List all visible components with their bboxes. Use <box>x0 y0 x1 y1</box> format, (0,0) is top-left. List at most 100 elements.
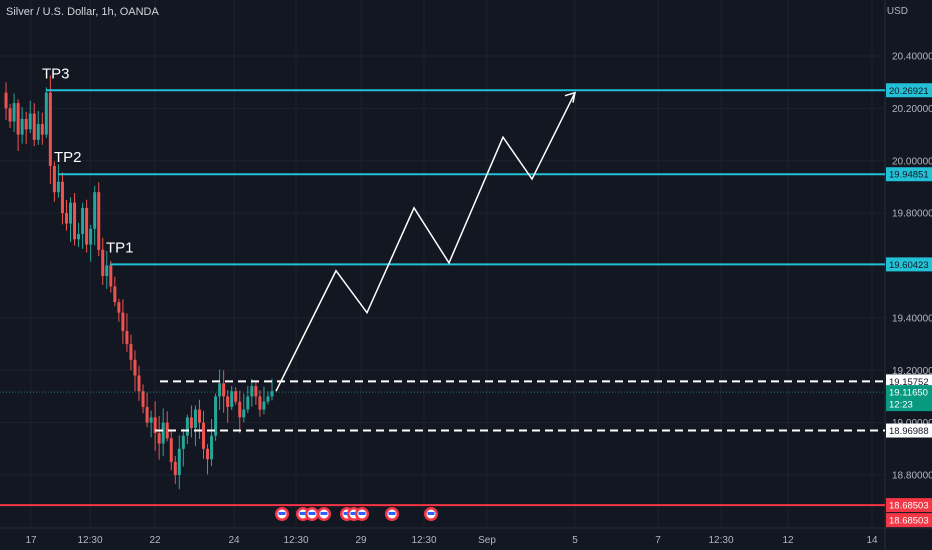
range-low-price-tag-bg <box>886 423 932 438</box>
tp3-price-tag: 20.26921 <box>889 86 929 97</box>
candle-body <box>181 435 185 449</box>
x-tick-label: 24 <box>228 535 240 546</box>
y-tick-label: 19.20000 <box>892 366 932 377</box>
candle-body <box>81 207 85 235</box>
candle-body <box>137 375 141 392</box>
candle-body <box>85 207 89 245</box>
y-tick-label: 20.20000 <box>892 104 932 115</box>
current-price-tag-bg <box>886 385 932 412</box>
currency-label: USD <box>886 6 908 17</box>
x-tick-label: 12 <box>782 535 794 546</box>
candle-body <box>246 396 250 410</box>
event-marker-icon[interactable] <box>317 507 331 521</box>
event-marker-icon[interactable] <box>424 507 438 521</box>
candle-body <box>69 202 73 224</box>
tp2-label: TP2 <box>54 149 82 166</box>
candle-body <box>250 385 254 397</box>
candle-body <box>60 181 64 214</box>
candle-body <box>73 202 77 240</box>
candle-body <box>40 124 44 135</box>
price-tags: 20.26921 19.94851 19.60423 19.1575219.11650… <box>886 83 932 528</box>
candle-body <box>206 448 210 460</box>
candle-body <box>121 312 125 331</box>
x-tick-label: 17 <box>25 535 37 546</box>
candle-body <box>64 213 68 224</box>
x-tick-label: 7 <box>655 535 661 546</box>
candle-body <box>20 118 24 135</box>
time-axis[interactable]: 17 12:30 22 24 12:30 29 12:30 Sep 5 7 12:30 12 14 <box>25 535 878 546</box>
tp2-price-tag: 19.94851 <box>889 170 929 181</box>
candle-body <box>125 330 129 345</box>
x-tick-label: 29 <box>355 535 367 546</box>
stop-price-tag-bg <box>886 498 932 513</box>
candle-body <box>149 417 153 423</box>
event-marker-icon[interactable] <box>385 507 399 521</box>
candle-body <box>218 383 222 397</box>
candle-body <box>189 417 193 428</box>
candle-body <box>77 234 81 240</box>
event-markers[interactable] <box>275 507 438 521</box>
candle-body <box>238 401 242 418</box>
candle-body <box>258 396 262 410</box>
tp3-price-tag-bg <box>886 83 932 98</box>
candle-body <box>173 461 177 475</box>
y-tick-label: 18.80000 <box>892 471 932 482</box>
tp1-label: TP1 <box>106 239 134 256</box>
candle-body <box>266 396 270 402</box>
candle-body <box>97 192 101 250</box>
candle-body <box>8 108 12 122</box>
x-tick-label: 5 <box>572 535 578 546</box>
candle-body <box>32 113 36 140</box>
candle-body <box>28 113 32 130</box>
candle-body <box>113 286 117 303</box>
candle-body <box>36 124 40 140</box>
candle-body <box>129 344 133 360</box>
candle-body <box>153 417 157 434</box>
candle-body <box>262 401 266 410</box>
x-tick-label: 12:30 <box>77 535 102 546</box>
candle-body <box>169 438 173 462</box>
bar-countdown: 12:23 <box>889 400 913 411</box>
tp1-price-tag-bg <box>886 257 932 272</box>
range-low-price-tag: 18.96988 <box>889 426 929 437</box>
candle-body <box>222 383 226 397</box>
event-marker-icon[interactable] <box>275 507 289 521</box>
range-high-price-tag-bg <box>886 374 932 389</box>
y-tick-label: 20.40000 <box>892 52 932 63</box>
current-price-tag: 19.11650 <box>889 388 928 399</box>
candle-body <box>105 265 109 276</box>
event-marker-icon[interactable] <box>305 507 319 521</box>
projection-arrowhead <box>564 91 576 103</box>
tp2-price-tag-bg <box>886 167 932 182</box>
candle-body <box>165 422 169 439</box>
candle-body <box>177 448 181 475</box>
candle-body <box>214 396 218 436</box>
chart-title: Silver / U.S. Dollar, 1h, OANDA <box>6 6 159 18</box>
candle-body <box>141 391 145 407</box>
x-tick-label: Sep <box>478 535 496 546</box>
level-lines: TP3 TP2 TP1 <box>0 65 885 507</box>
candle-body <box>193 409 197 428</box>
stop-price-tag: 18.68503 <box>889 501 929 512</box>
projection-line <box>275 92 576 392</box>
y-tick-label: 19.40000 <box>892 313 932 324</box>
x-tick-label: 12:30 <box>708 535 733 546</box>
candle-body <box>56 181 60 193</box>
candle-body <box>185 417 189 436</box>
candle-body <box>210 435 214 460</box>
candle-body <box>197 409 201 423</box>
tp1-price-tag: 19.60423 <box>889 260 929 271</box>
candle-body <box>4 92 8 109</box>
candle-body <box>145 406 149 423</box>
candle-body <box>161 422 165 444</box>
candle-body <box>93 192 97 229</box>
y-tick-label: 20.00000 <box>892 156 932 167</box>
tp3-label: TP3 <box>42 65 70 82</box>
x-tick-label: 22 <box>149 535 161 546</box>
candle-body <box>157 433 161 444</box>
candle-body <box>201 422 205 449</box>
range-high-price-tag: 19.15752 <box>889 377 929 388</box>
event-marker-icon[interactable] <box>355 507 369 521</box>
